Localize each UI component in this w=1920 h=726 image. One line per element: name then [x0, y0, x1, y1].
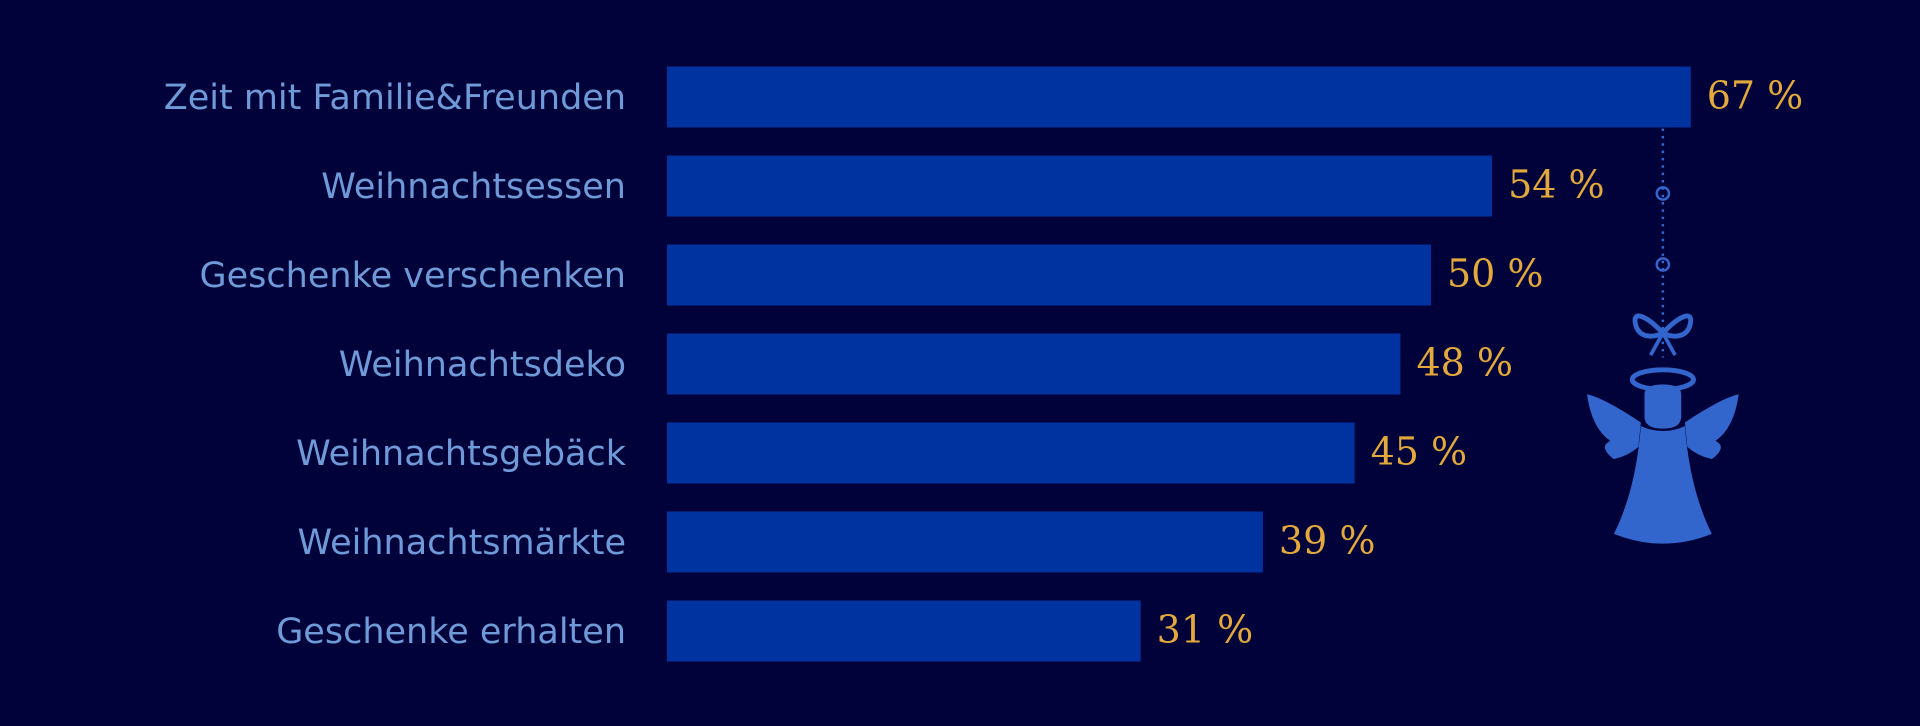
category-label: Zeit mit Familie&Freunden	[164, 78, 626, 118]
value-label: 45 %	[1371, 430, 1468, 474]
category-label: Weihnachtsgebäck	[296, 434, 627, 474]
bar	[667, 600, 1141, 662]
bar	[667, 244, 1431, 306]
category-label: Weihnachtsdeko	[339, 345, 626, 385]
bar	[667, 155, 1493, 217]
value-label: 31 %	[1157, 608, 1254, 652]
value-label: 39 %	[1279, 519, 1376, 563]
value-label: 48 %	[1416, 341, 1513, 385]
category-label: Geschenke verschenken	[200, 256, 626, 296]
angel-ornament	[1586, 128, 1739, 544]
category-label: Weihnachtsessen	[321, 167, 626, 207]
bar	[667, 333, 1401, 395]
bar	[667, 511, 1263, 573]
category-label: Weihnachtsmärkte	[298, 523, 626, 563]
bar	[667, 66, 1691, 128]
value-label: 67 %	[1707, 74, 1804, 118]
value-label: 54 %	[1508, 163, 1605, 207]
value-label: 50 %	[1447, 252, 1544, 296]
category-label: Geschenke erhalten	[276, 612, 626, 652]
bar	[667, 422, 1355, 484]
